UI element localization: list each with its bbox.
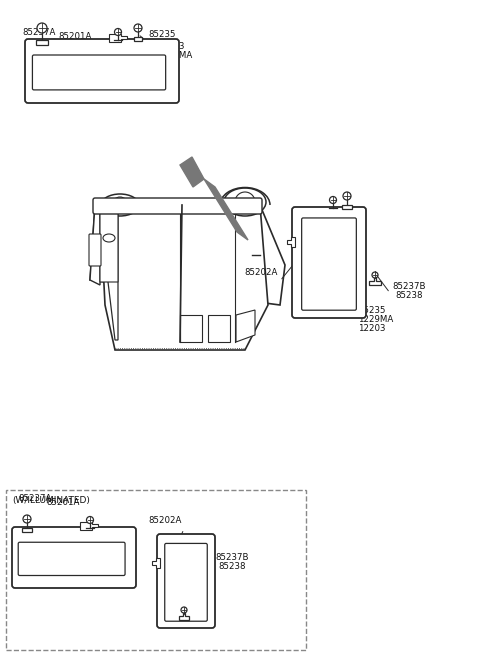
Circle shape xyxy=(235,192,255,212)
FancyBboxPatch shape xyxy=(22,528,32,532)
Polygon shape xyxy=(90,205,100,285)
Polygon shape xyxy=(108,212,118,340)
FancyBboxPatch shape xyxy=(18,542,125,576)
Polygon shape xyxy=(100,205,118,282)
Polygon shape xyxy=(180,157,204,187)
Ellipse shape xyxy=(103,234,115,242)
Polygon shape xyxy=(90,205,285,305)
FancyBboxPatch shape xyxy=(134,37,142,41)
Polygon shape xyxy=(208,315,230,342)
Circle shape xyxy=(134,24,142,32)
FancyBboxPatch shape xyxy=(33,55,166,90)
Polygon shape xyxy=(204,179,248,240)
FancyBboxPatch shape xyxy=(157,534,215,628)
Text: 85238: 85238 xyxy=(218,562,245,571)
FancyBboxPatch shape xyxy=(342,205,352,209)
Circle shape xyxy=(181,607,187,613)
Text: (W/ILLUMINATED): (W/ILLUMINATED) xyxy=(12,496,90,505)
Text: 85201A: 85201A xyxy=(46,498,79,507)
Text: 12203: 12203 xyxy=(157,42,184,51)
Circle shape xyxy=(86,517,94,523)
FancyBboxPatch shape xyxy=(12,527,136,588)
Text: 1229MA: 1229MA xyxy=(358,315,393,324)
Circle shape xyxy=(343,192,351,200)
Polygon shape xyxy=(369,277,381,285)
Polygon shape xyxy=(179,613,189,620)
FancyBboxPatch shape xyxy=(6,490,306,650)
Ellipse shape xyxy=(101,194,139,216)
Text: 12203: 12203 xyxy=(358,324,385,333)
Polygon shape xyxy=(109,34,127,42)
FancyBboxPatch shape xyxy=(89,234,101,266)
FancyBboxPatch shape xyxy=(301,218,356,310)
Polygon shape xyxy=(236,310,255,342)
Polygon shape xyxy=(152,558,160,568)
FancyBboxPatch shape xyxy=(292,207,366,318)
Polygon shape xyxy=(180,315,202,342)
FancyBboxPatch shape xyxy=(25,39,179,103)
Circle shape xyxy=(37,23,47,33)
Circle shape xyxy=(23,515,31,523)
Text: 85237A: 85237A xyxy=(18,494,51,503)
FancyBboxPatch shape xyxy=(36,40,48,45)
Text: 85238: 85238 xyxy=(395,291,422,300)
Text: 85201A: 85201A xyxy=(58,32,91,41)
Polygon shape xyxy=(287,236,295,247)
Text: 85235: 85235 xyxy=(358,306,385,315)
Circle shape xyxy=(115,29,121,35)
Text: 85202A: 85202A xyxy=(148,516,181,525)
Text: 1229MA: 1229MA xyxy=(157,51,192,60)
Circle shape xyxy=(372,272,378,278)
FancyBboxPatch shape xyxy=(165,544,207,621)
Text: 85237B: 85237B xyxy=(215,553,249,562)
Ellipse shape xyxy=(224,188,266,216)
Text: 85202A: 85202A xyxy=(244,268,277,277)
Circle shape xyxy=(112,197,128,213)
Text: 85237A: 85237A xyxy=(22,28,55,37)
Polygon shape xyxy=(100,205,268,350)
Circle shape xyxy=(329,196,336,204)
Text: 85235: 85235 xyxy=(148,30,176,39)
FancyBboxPatch shape xyxy=(93,198,262,214)
Polygon shape xyxy=(80,522,98,530)
Text: 85237B: 85237B xyxy=(392,282,425,291)
